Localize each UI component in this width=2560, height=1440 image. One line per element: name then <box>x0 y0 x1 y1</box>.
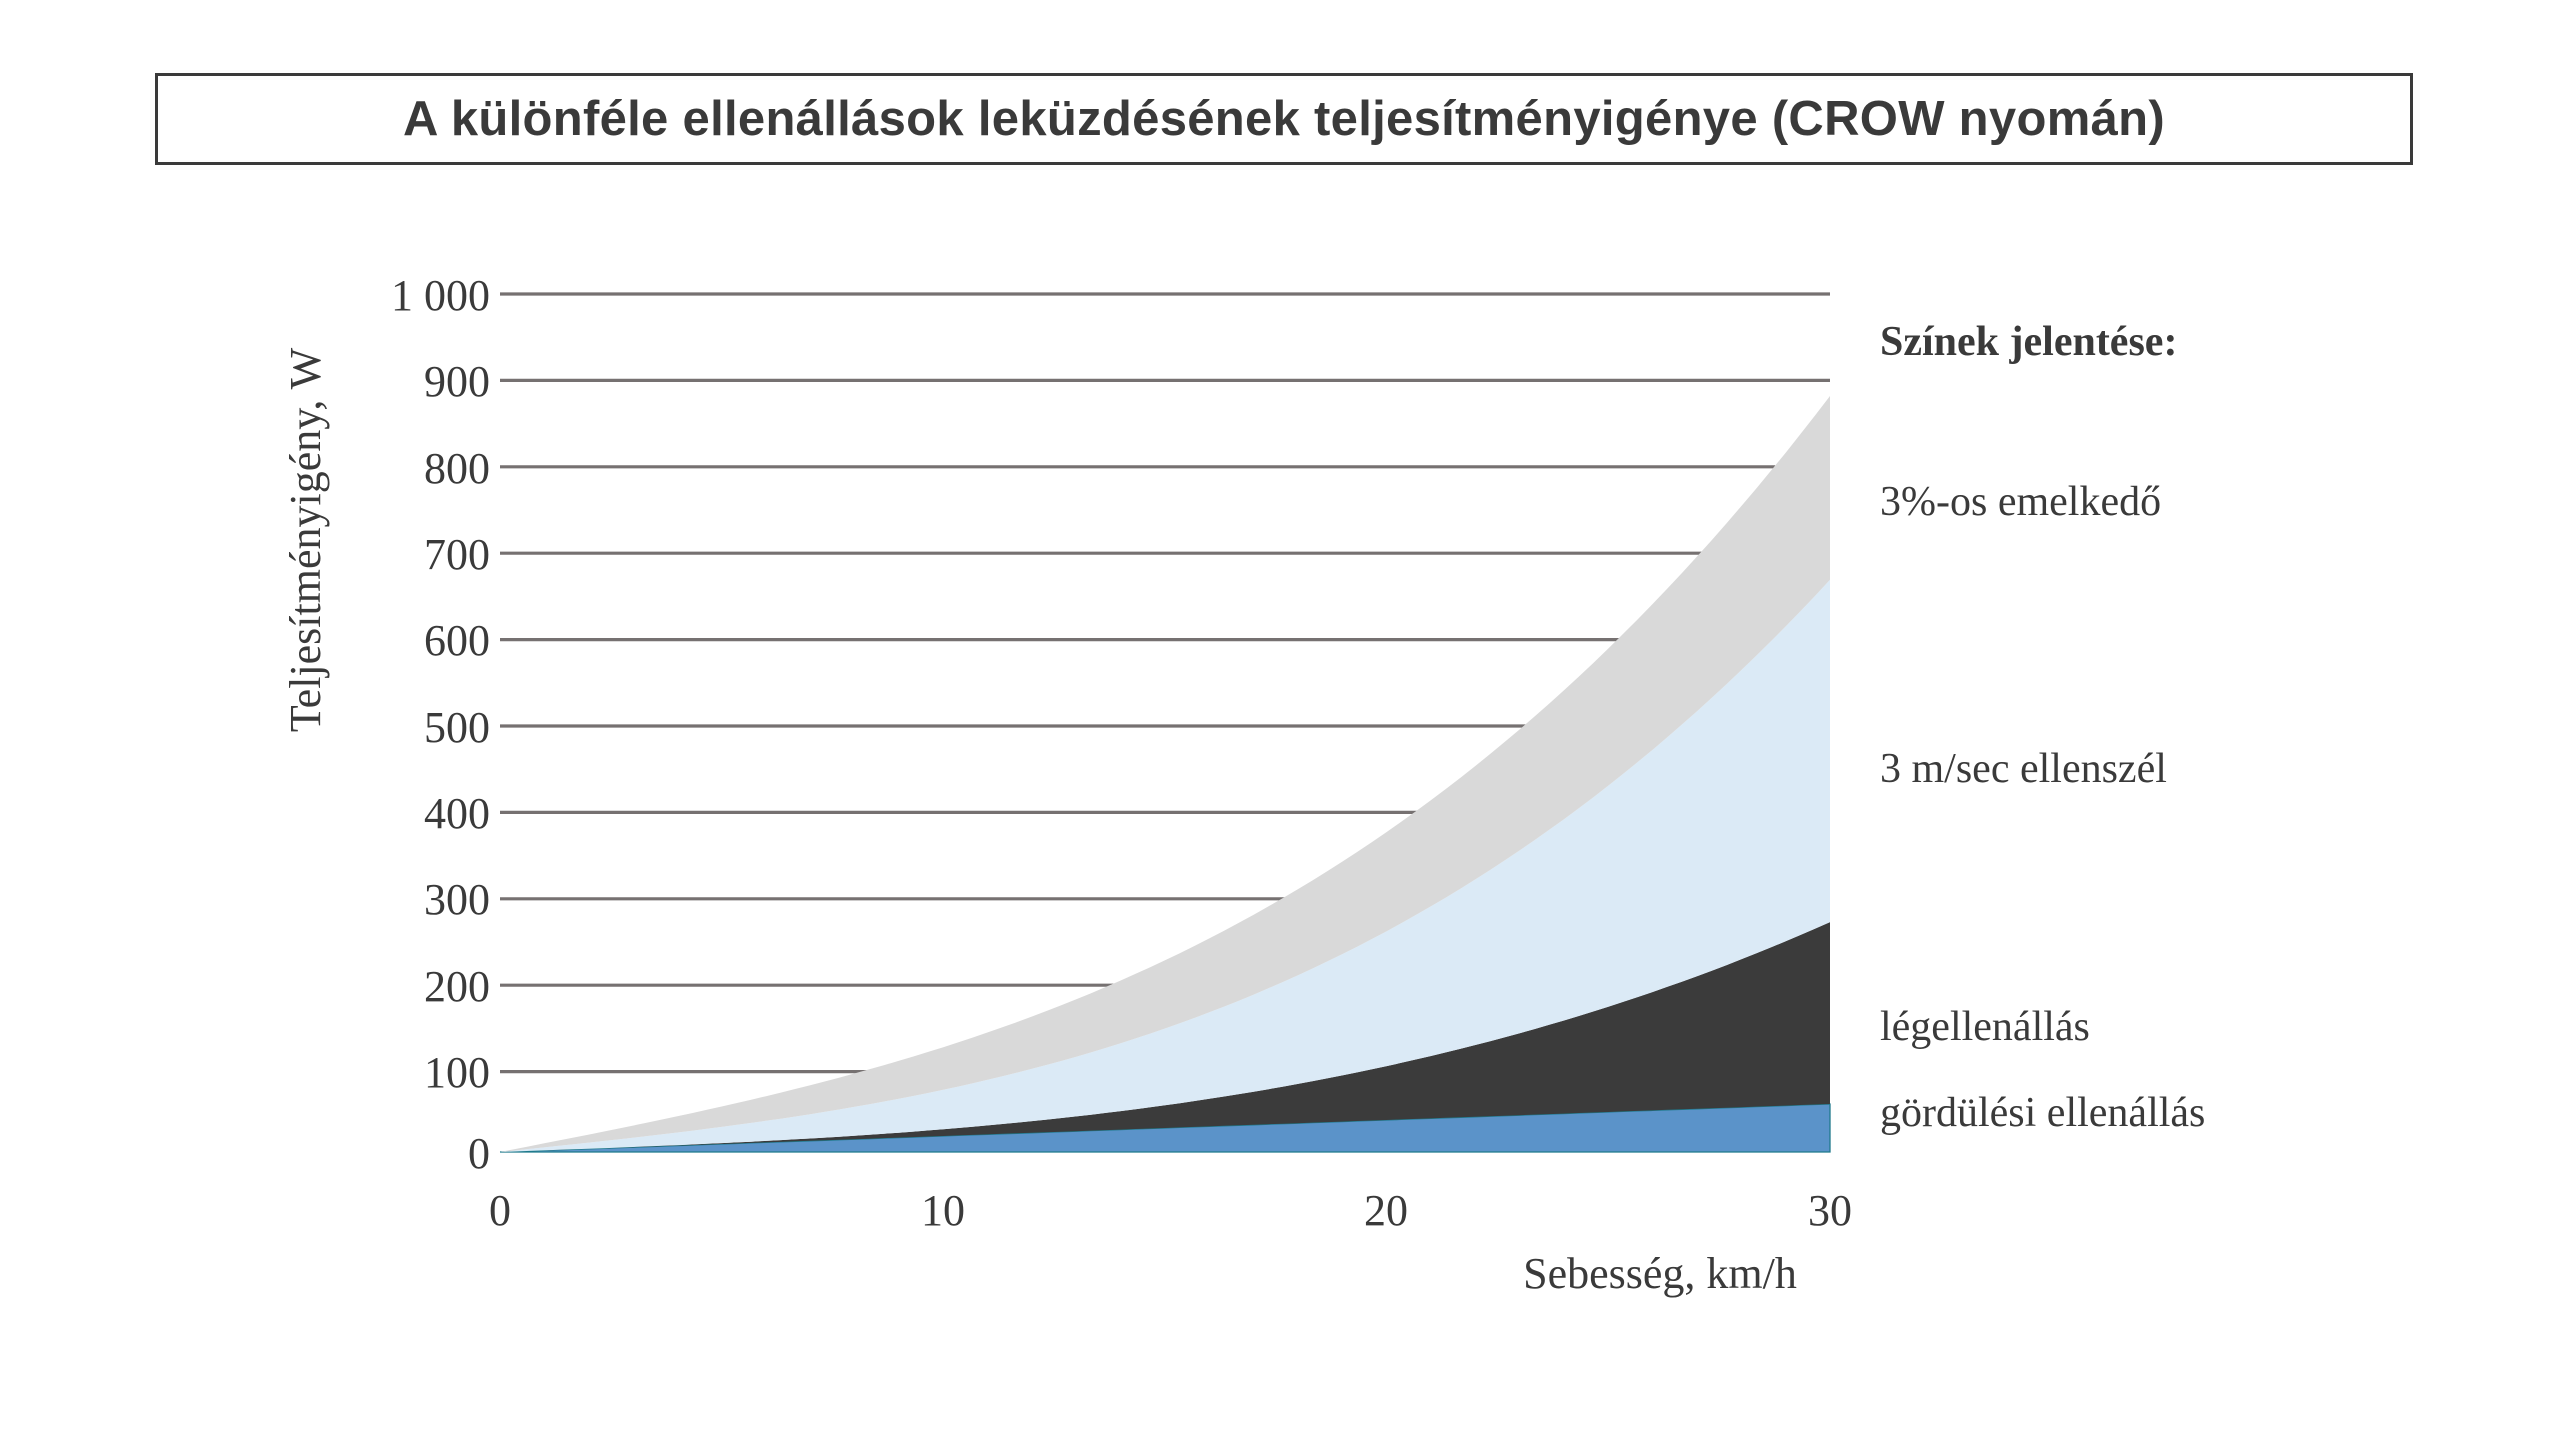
svg-text:30: 30 <box>1808 1186 1852 1235</box>
svg-text:700: 700 <box>424 530 490 579</box>
svg-text:Színek jelentése:: Színek jelentése: <box>1880 319 2177 365</box>
svg-text:1 000: 1 000 <box>391 271 490 320</box>
svg-text:Teljesítményigény, W: Teljesítményigény, W <box>281 347 330 732</box>
svg-text:900: 900 <box>424 357 490 406</box>
svg-text:gördülési ellenállás: gördülési ellenállás <box>1880 1090 2205 1136</box>
svg-text:600: 600 <box>424 616 490 665</box>
svg-text:100: 100 <box>424 1048 490 1097</box>
svg-text:400: 400 <box>424 789 490 838</box>
svg-text:Sebesség, km/h: Sebesség, km/h <box>1523 1249 1797 1298</box>
svg-text:10: 10 <box>921 1186 965 1235</box>
svg-text:500: 500 <box>424 703 490 752</box>
svg-text:0: 0 <box>489 1186 511 1235</box>
svg-text:20: 20 <box>1364 1186 1408 1235</box>
svg-text:200: 200 <box>424 962 490 1011</box>
svg-text:300: 300 <box>424 875 490 924</box>
svg-text:800: 800 <box>424 444 490 493</box>
svg-text:légellenállás: légellenállás <box>1880 1004 2090 1050</box>
svg-text:0: 0 <box>468 1129 490 1178</box>
svg-text:3 m/sec ellenszél: 3 m/sec ellenszél <box>1880 746 2167 792</box>
svg-text:3%-os emelkedő: 3%-os emelkedő <box>1880 479 2161 525</box>
